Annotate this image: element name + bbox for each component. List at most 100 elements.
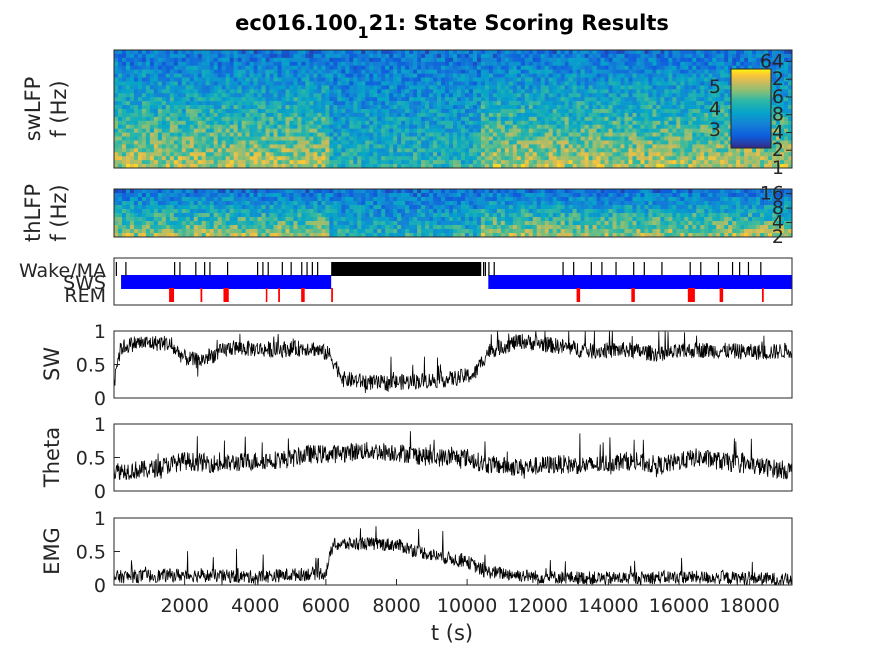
spectrogram-cell [680,140,685,145]
spectrogram-cell [736,65,741,70]
spectrogram-cell [289,61,294,67]
spectrogram-cell [488,164,494,169]
spectrogram-cell [189,124,195,129]
spectrogram-cell [269,116,274,122]
spectrogram-cell [728,112,733,118]
spectrogram-cell [568,116,573,122]
spectrogram-cell [377,77,382,82]
spectrogram-cell [357,69,362,74]
spectrogram-cell [317,164,322,169]
spectrogram-cell [245,160,250,165]
spectrogram-cell [480,156,486,161]
spectrogram-cell [648,50,653,55]
title-tail: 21: State Scoring Results [369,11,669,35]
spectrogram-cell [544,120,550,126]
spectrogram-cell [401,50,406,55]
spectrogram-cell [692,61,697,67]
spectrogram-cell [437,120,442,126]
spectrogram-cell [177,120,183,126]
spectrogram-cell [413,101,418,106]
spectrogram-cell [329,152,334,157]
spectrogram-cell [433,120,438,126]
spectrogram-cell [628,53,633,59]
spectrogram-cell [704,65,709,70]
spectrogram-cell [305,77,310,82]
spectrogram-cell [117,120,123,126]
spectrogram-cell [257,77,262,82]
spectrogram-cell [285,148,290,153]
spectrogram-cell [556,89,561,94]
spectrogram-cell [217,69,222,74]
spectrogram-cell [552,69,557,74]
spectrogram-cell [361,132,366,137]
spectrogram-cell [389,152,394,157]
spectrogram-cell [185,69,191,74]
spectrogram-cell [644,101,649,106]
spectrogram-cell [169,97,175,102]
spectrogram-cell [165,105,171,110]
spectrogram-cell [772,132,777,137]
spectrogram-cell [285,89,290,94]
spectrogram-cell [568,144,573,149]
spectrogram-cell [425,69,430,74]
spectrogram-cell [421,140,426,145]
spectrogram-cell [772,97,777,102]
spectrogram-cell [584,101,589,106]
spectrogram-cell [417,50,422,55]
spectrogram-cell [409,124,414,129]
spectrogram-cell [413,97,418,102]
spectrogram-cell [233,164,238,169]
spectrogram-cell [369,109,374,114]
spectrogram-cell [341,116,346,122]
spectrogram-cell [425,112,430,118]
spectrogram-cell [209,116,215,122]
spectrogram-cell [520,53,526,59]
spectrogram-cell [405,61,410,67]
spectrogram-cell [325,120,330,126]
spectrogram-cell [672,132,677,137]
spectrogram-cell [592,85,597,90]
spectrogram-cell [253,97,258,102]
spectrogram-cell [484,89,490,94]
spectrogram-cell [361,50,366,55]
spectrogram-cell [660,109,665,114]
spectrogram-cell [720,156,725,161]
spectrogram-cell [145,57,151,63]
spectrogram-cell [125,57,131,63]
spectrogram-cell [381,128,386,133]
spectrogram-cell [636,53,641,59]
spectrogram-cell [608,50,613,55]
spectrogram-cell [528,69,534,74]
spectrogram-cell [660,136,665,141]
spectrogram-cell [277,53,282,59]
spectrogram-cell [309,81,314,86]
spectrogram-cell [349,164,354,169]
spectrogram-cell [468,53,474,59]
spectrogram-cell [564,160,569,165]
spectrogram-cell [357,81,362,86]
spectrogram-cell [369,81,374,86]
spectrogram-cell [341,85,346,90]
spectrogram-cell [421,132,426,137]
spectrogram-cell [740,61,745,67]
spectrogram-cell [125,128,131,133]
spectrogram-cell [648,164,653,169]
spectrogram-cell [114,140,119,145]
spectrogram-cell [145,73,151,78]
spectrogram-cell [249,85,254,90]
spectrogram-cell [229,53,234,59]
spectrogram-cell [488,116,494,122]
spectrogram-cell [437,160,442,165]
spectrogram-cell [317,81,322,86]
spectrogram-cell [397,148,402,153]
spectrogram-cell [708,85,713,90]
spectrogram-cell [365,128,370,133]
spectrogram-cell [760,152,765,157]
spectrogram-cell [437,97,442,102]
spectrogram-cell [213,97,218,102]
spectrogram-cell [169,85,175,90]
spectrogram-cell [189,97,195,102]
spectrogram-cell [349,57,354,63]
spectrogram-cell [353,136,358,141]
spectrogram-cell [608,93,613,98]
